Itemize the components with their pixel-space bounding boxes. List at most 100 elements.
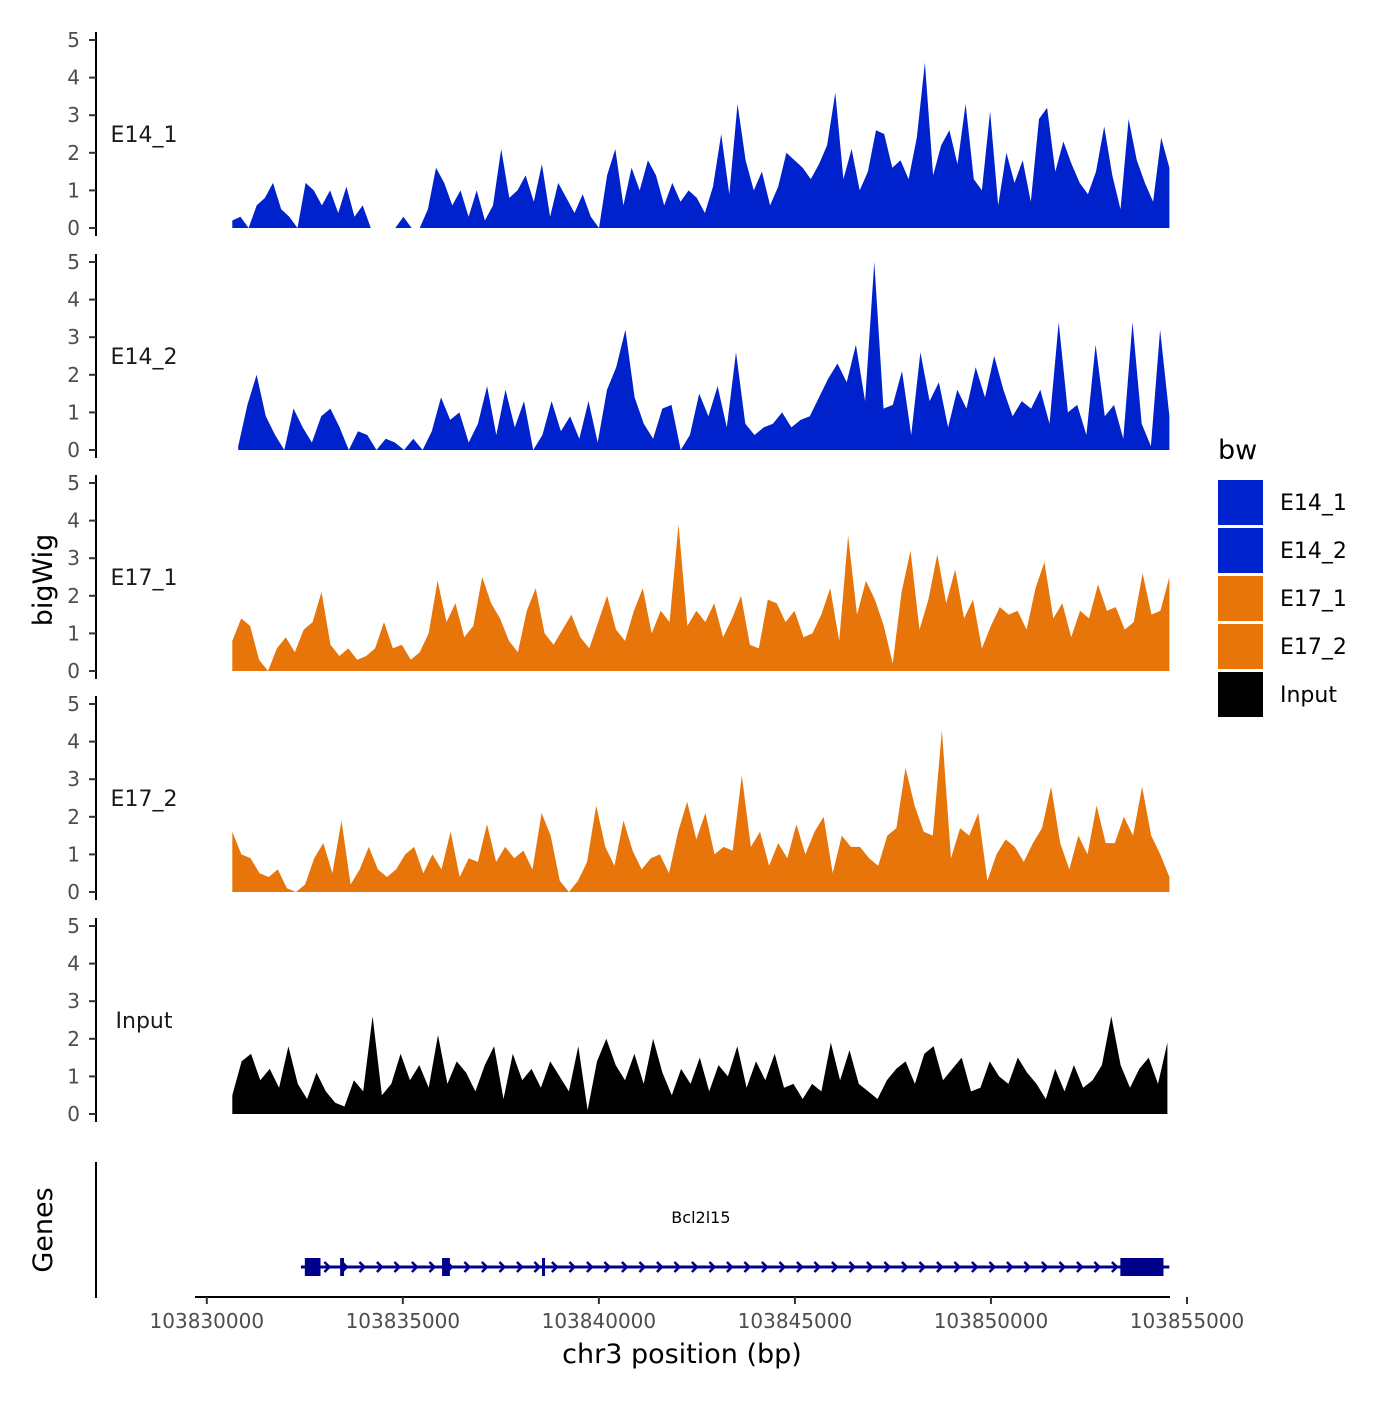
- tracks-layer: 0 1 2 3 4 5 E14_1 0 1 2 3 4 5 E14_2 0 1 2 3 4 5 E17_1 0 1 2 3 4 5 E…: [67, 28, 1170, 1126]
- strand-arrow: [533, 1261, 542, 1273]
- y-tick-label: 5: [67, 692, 80, 716]
- x-tick-label: 103840000: [542, 1309, 657, 1333]
- genes-axis-title: Genes: [28, 1187, 59, 1272]
- track-e14-2: 0 1 2 3 4 5 E14_2: [67, 250, 1170, 462]
- track-e17-2: 0 1 2 3 4 5 E17_2: [67, 692, 1170, 904]
- coverage-area: [232, 730, 1170, 892]
- strand-arrow: [971, 1261, 979, 1273]
- y-tick-label: 0: [67, 880, 80, 904]
- legend-item: E17_2: [1218, 624, 1347, 669]
- legend-label: E17_2: [1280, 635, 1347, 660]
- strand-arrow: [726, 1261, 734, 1273]
- track-label: E17_2: [111, 787, 178, 812]
- legend-swatch: [1218, 624, 1263, 669]
- coverage-area: [238, 262, 1170, 450]
- y-tick-label: 2: [67, 1027, 80, 1051]
- exon-block: [442, 1258, 450, 1276]
- x-axis-title: chr3 position (bp): [562, 1339, 802, 1370]
- strand-arrow: [638, 1261, 647, 1273]
- strand-arrow: [323, 1261, 332, 1273]
- strand-arrow: [358, 1261, 367, 1273]
- coverage-area: [232, 1016, 1168, 1114]
- legend-item: E14_2: [1218, 528, 1347, 573]
- strand-arrow: [516, 1261, 524, 1273]
- strand-arrow: [498, 1261, 507, 1273]
- strand-arrow: [586, 1261, 594, 1273]
- legend-label: E14_1: [1280, 491, 1347, 516]
- legend-swatch: [1218, 576, 1263, 621]
- strand-arrow: [831, 1261, 839, 1273]
- strand-arrow: [411, 1261, 419, 1273]
- strand-arrow: [796, 1261, 804, 1273]
- y-tick-label: 0: [67, 438, 80, 462]
- strand-arrow: [813, 1261, 822, 1273]
- legend-title: bw: [1218, 435, 1257, 466]
- strand-arrow: [936, 1261, 944, 1273]
- genes-panel: Genes Bcl2l15: [28, 1162, 1170, 1298]
- y-tick-label: 0: [67, 1102, 80, 1126]
- legend-swatch: [1218, 528, 1263, 573]
- strand-arrow: [918, 1261, 927, 1273]
- strand-arrow: [1006, 1261, 1014, 1273]
- y-tick-label: 2: [67, 805, 80, 829]
- coverage-area: [232, 524, 1170, 671]
- exon-block: [542, 1258, 546, 1276]
- y-tick-label: 5: [67, 471, 80, 495]
- gene-model: Bcl2l15: [300, 1208, 1170, 1276]
- strand-arrow: [428, 1261, 437, 1273]
- y-tick-label: 4: [67, 952, 80, 976]
- track-label: Input: [116, 1009, 173, 1034]
- strand-arrow: [1093, 1261, 1102, 1273]
- strand-arrow: [656, 1261, 664, 1273]
- exon-block: [304, 1258, 321, 1276]
- strand-arrow: [1041, 1261, 1049, 1273]
- legend-swatch: [1218, 672, 1263, 717]
- strand-arrow: [953, 1261, 962, 1273]
- y-tick-label: 1: [67, 400, 80, 424]
- track-input: 0 1 2 3 4 5 Input: [67, 914, 1168, 1126]
- gene-name-label: Bcl2l15: [671, 1208, 730, 1227]
- strand-arrow: [621, 1261, 629, 1273]
- strand-arrow: [603, 1261, 612, 1273]
- x-tick-label: 103845000: [738, 1309, 853, 1333]
- y-tick-label: 5: [67, 250, 80, 274]
- y-tick-label: 1: [67, 621, 80, 645]
- y-tick-label: 3: [67, 546, 80, 570]
- y-tick-label: 4: [67, 730, 80, 754]
- y-tick-label: 5: [67, 28, 80, 52]
- track-e17-1: 0 1 2 3 4 5 E17_1: [67, 471, 1170, 683]
- strand-arrow: [481, 1261, 489, 1273]
- legend-label: E14_2: [1280, 539, 1347, 564]
- y-tick-label: 4: [67, 288, 80, 312]
- exon-block: [1120, 1258, 1164, 1276]
- strand-arrow: [988, 1261, 997, 1273]
- y-tick-label: 2: [67, 363, 80, 387]
- y-tick-label: 3: [67, 989, 80, 1013]
- x-tick-label: 103835000: [346, 1309, 461, 1333]
- x-tick-label: 103855000: [1130, 1309, 1245, 1333]
- y-tick-label: 4: [67, 66, 80, 90]
- x-tick-label: 103830000: [150, 1309, 265, 1333]
- y-tick-label: 3: [67, 767, 80, 791]
- strand-arrow: [393, 1261, 402, 1273]
- strand-arrow: [901, 1261, 909, 1273]
- strand-arrow: [568, 1261, 577, 1273]
- track-label: E14_1: [111, 123, 178, 148]
- strand-arrow: [673, 1261, 682, 1273]
- strand-arrow: [551, 1261, 559, 1273]
- y-tick-label: 3: [67, 325, 80, 349]
- y-axis-title: bigWig: [28, 534, 59, 627]
- strand-arrow: [778, 1261, 787, 1273]
- legend-swatch: [1218, 480, 1263, 525]
- legend-item: Input: [1218, 672, 1337, 717]
- x-axis: 103830000 103835000 103840000 103845000 1038…: [150, 1296, 1245, 1333]
- y-tick-label: 4: [67, 509, 80, 533]
- y-tick-label: 1: [67, 178, 80, 202]
- y-tick-label: 0: [67, 216, 80, 240]
- strand-arrow: [376, 1261, 384, 1273]
- legend-label: E17_1: [1280, 587, 1347, 612]
- strand-arrow: [1023, 1261, 1032, 1273]
- track-e14-1: 0 1 2 3 4 5 E14_1: [67, 28, 1170, 240]
